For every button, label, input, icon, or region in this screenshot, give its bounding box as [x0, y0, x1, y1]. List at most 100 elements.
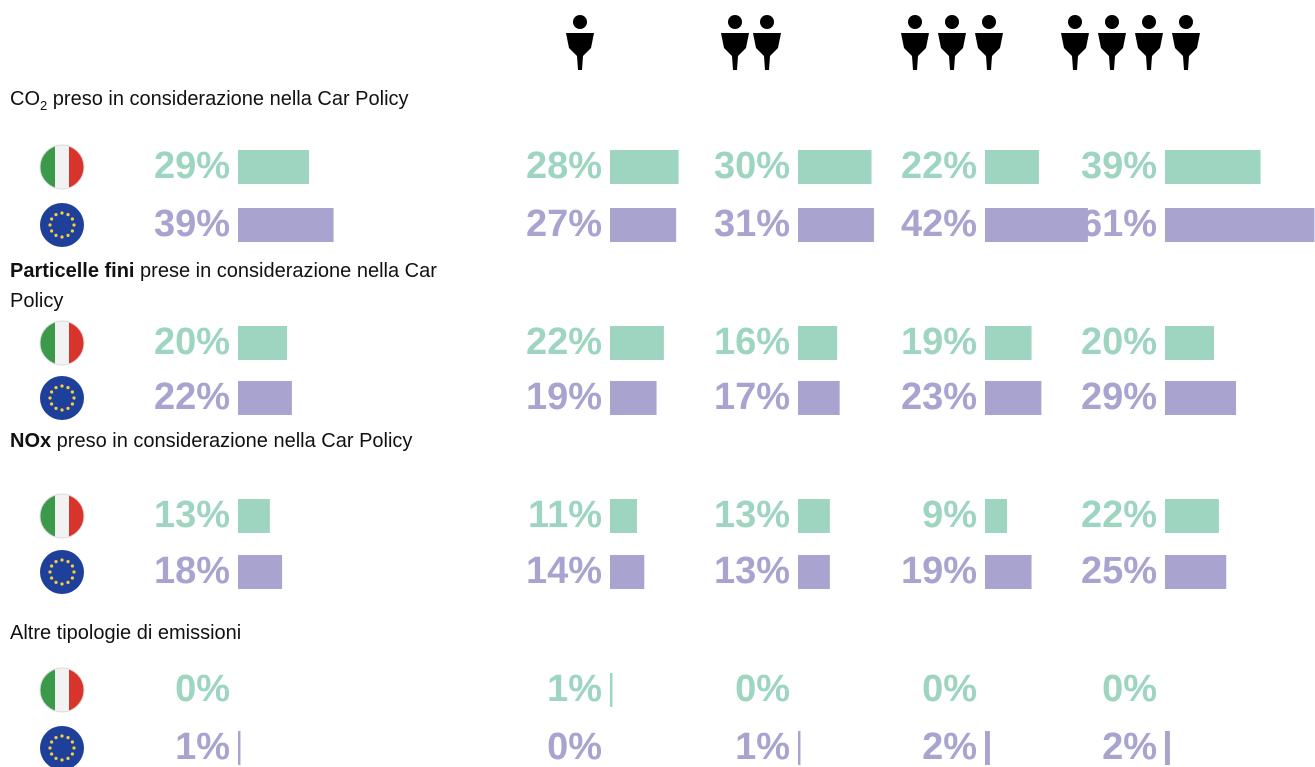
flag-edge: [39, 320, 85, 366]
value-label: 13%: [154, 494, 230, 536]
value-label: 1%: [735, 726, 790, 767]
bar: [238, 150, 310, 184]
value-label: 23%: [901, 376, 977, 418]
flag-eu: [40, 203, 84, 247]
person-body: [1172, 33, 1200, 70]
bar: [798, 381, 840, 415]
person-head: [1105, 15, 1119, 29]
flag-star: [70, 390, 74, 394]
section-title: Particelle fini prese in considerazione …: [10, 256, 480, 316]
flag-star: [60, 211, 64, 215]
value-label: 9%: [922, 494, 977, 536]
person-head: [945, 15, 959, 29]
flag-star: [50, 752, 54, 756]
section-title: Altre tipologie di emissioni: [10, 618, 480, 648]
person-body: [721, 33, 749, 70]
bar: [238, 326, 287, 360]
bar: [985, 381, 1042, 415]
flag-star: [60, 235, 64, 239]
value-label: 42%: [901, 203, 977, 245]
value-label: 27%: [526, 203, 602, 245]
person-body: [975, 33, 1003, 70]
flag-star: [70, 217, 74, 221]
flag-star: [50, 217, 54, 221]
bar: [238, 731, 241, 765]
bar: [1165, 381, 1237, 415]
flag-white: [55, 145, 69, 189]
value-label: 29%: [154, 145, 230, 187]
section-title: CO2 preso in considerazione nella Car Po…: [10, 84, 480, 121]
flag-star: [66, 386, 70, 390]
flag-green: [40, 668, 55, 712]
value-label: 19%: [526, 376, 602, 418]
flag-star: [66, 560, 70, 564]
value-label: 28%: [526, 145, 602, 187]
bar: [1165, 208, 1315, 242]
person-body: [566, 33, 594, 70]
flag-red: [69, 145, 84, 189]
title-part: preso in considerazione nella Car Policy: [51, 430, 413, 452]
person-head: [908, 15, 922, 29]
value-label: 16%: [714, 321, 790, 363]
person-body: [938, 33, 966, 70]
bar: [798, 326, 838, 360]
flag-star: [60, 558, 64, 562]
flag-white: [55, 668, 69, 712]
bar: [985, 150, 1039, 184]
value-label: 13%: [714, 550, 790, 592]
value-label: 1%: [547, 668, 602, 710]
value-label: 29%: [1081, 376, 1157, 418]
bar: [610, 150, 679, 184]
flag-star: [66, 580, 70, 584]
flag-star: [70, 752, 74, 756]
flag-star: [72, 746, 76, 750]
bar: [985, 208, 1088, 242]
title-part: 2: [40, 98, 48, 113]
flag-star: [70, 402, 74, 406]
flag-star: [72, 570, 76, 574]
value-label: 19%: [901, 550, 977, 592]
flag-star: [50, 402, 54, 406]
flag-green: [40, 321, 55, 365]
value-label: 0%: [1102, 668, 1157, 710]
value-label: 13%: [714, 494, 790, 536]
value-label: 22%: [526, 321, 602, 363]
flag-star: [54, 386, 58, 390]
bar: [798, 150, 872, 184]
person-head: [982, 15, 996, 29]
flag-eu: [40, 550, 84, 594]
bar: [798, 208, 874, 242]
flag-star: [48, 746, 52, 750]
value-label: 17%: [714, 376, 790, 418]
bar: [1165, 731, 1170, 765]
flag-star: [70, 229, 74, 233]
flag-star: [54, 233, 58, 237]
bar: [985, 499, 1008, 533]
bar: [238, 555, 283, 589]
flag-star: [50, 740, 54, 744]
bar: [610, 673, 613, 707]
value-label: 39%: [1081, 145, 1157, 187]
title-part: prese in considerazione nella Car Policy: [10, 260, 443, 312]
flag-star: [60, 408, 64, 412]
value-label: 2%: [922, 726, 977, 767]
bar: [238, 208, 334, 242]
value-label: 1%: [175, 726, 230, 767]
flag-white: [55, 321, 69, 365]
flag-star: [66, 233, 70, 237]
flag-star: [60, 758, 64, 762]
person-head: [1068, 15, 1082, 29]
flag-star: [72, 396, 76, 400]
value-label: 0%: [922, 668, 977, 710]
person-body: [1098, 33, 1126, 70]
flag-star: [72, 223, 76, 227]
flag-star: [54, 756, 58, 760]
flag-edge: [39, 144, 85, 190]
flag-star: [70, 740, 74, 744]
title-part: Altre tipologie di emissioni: [10, 622, 242, 644]
flag-white: [55, 494, 69, 538]
value-label: 14%: [526, 550, 602, 592]
bar: [985, 326, 1032, 360]
flag-star: [50, 576, 54, 580]
